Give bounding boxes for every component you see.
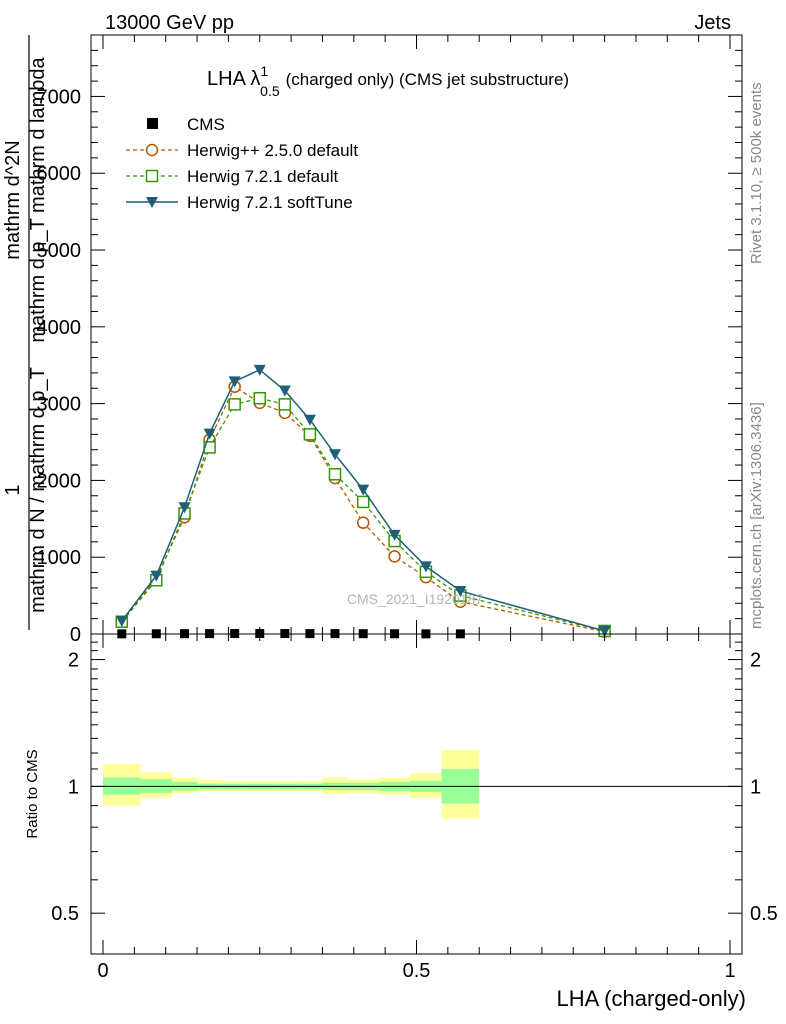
legend-marker-cms [147,118,158,129]
ratio-y-tick-label-right: 1 [750,776,761,798]
main-y-tick-label: 1000 [37,547,82,569]
x-tick-label: 0 [97,960,108,982]
source-info-text: mcplots.cern.ch [arXiv:1306.3436] [748,402,765,629]
main-y-tick-label: 4000 [37,317,82,339]
ratio-y-axis-label: Ratio to CMS [24,749,41,838]
x-tick-label: 0.5 [403,960,431,982]
generator-info-text: Rivet 3.1.10, ≥ 500k events [748,82,765,264]
y-label-line-1: 1 [2,484,24,495]
ratio-y-tick-label-right: 0.5 [750,903,778,925]
data-point-triangle [178,502,191,514]
ratio-y-tick-label: 2 [68,650,79,672]
legend: CMS Herwig++ 2.5.0 default Herwig 7.2.1 … [126,115,358,212]
analysis-watermark: CMS_2021_I1920187 [347,591,483,607]
y-label-line-2: mathrm d N / mathrm d p_T [27,367,49,613]
data-point-triangle [253,364,266,376]
main-axis-ticks: 0 1000 2000 3000 4000 5000 6000 7000 [37,35,742,646]
main-y-tick-label: 3000 [37,394,82,416]
main-y-tick-label: 0 [70,624,81,646]
data-point-triangle [357,484,370,496]
data-point-square [253,391,266,405]
x-tick-label: 1 [724,960,735,982]
legend-marker-herwig7-softtune [146,197,158,208]
data-point-triangle [150,570,163,582]
legend-label-cms: CMS [187,115,225,134]
data-point-triangle [388,529,401,541]
series-3 [115,364,611,637]
legend-label-herwig7-softtune: Herwig 7.2.1 softTune [187,193,353,212]
ratio-y-tick-label-right: 2 [750,650,761,672]
series-line [121,368,605,632]
data-point-triangle [419,561,432,573]
main-y-tick-label: 2000 [37,470,82,492]
legend-marker-herwig7-default [145,169,159,183]
ratio-y-tick-label: 1 [68,776,79,798]
plot-title-main: LHA λ [207,68,260,90]
y-label-line-4: mathrm d p_T mathrm d lambda [27,56,49,342]
data-point-triangle [303,414,316,426]
legend-marker-herwigpp [145,143,159,157]
data-point-circle [356,516,370,529]
plot-title-sup: 1 [260,63,268,79]
data-point-triangle [115,615,128,627]
data-point-triangle [454,585,467,597]
main-y-axis-label: 1 mathrm d N / mathrm d p_T mathrm d^2N … [2,35,49,630]
data-point-square [203,441,216,454]
data-point-triangle [228,376,241,388]
main-series-layer [115,364,611,639]
plot-title-suffix: (charged only) (CMS jet substructure) [286,70,569,89]
series-line [121,397,605,632]
data-point-square [228,398,241,411]
energy-label: 13000 GeV pp [105,12,234,34]
data-point-square [278,398,292,411]
data-point-square [303,428,317,441]
ratio-band-layer [103,749,480,819]
data-point-triangle [203,428,216,440]
data-point-triangle [328,449,341,461]
main-y-tick-label: 5000 [37,240,82,262]
legend-label-herwig7-default: Herwig 7.2.1 default [187,167,338,186]
main-y-tick-label: 7000 [37,86,82,108]
plot-title-sub: 0.5 [260,83,280,99]
data-point-circle [388,550,401,563]
y-label-line-3: mathrm d^2N [2,140,24,259]
plot-title: LHA λ1 0.5 (charged only) (CMS jet substru… [207,63,569,99]
category-label: Jets [694,12,731,34]
data-point-square [356,495,370,509]
ratio-y-tick-label: 0.5 [51,903,79,925]
data-point-triangle [598,625,611,637]
data-point-square [328,468,342,481]
main-y-tick-label: 6000 [37,163,82,185]
ratio-axis-ticks: 0.5 0.5 1 1 2 2 0 0.5 1 [51,634,778,982]
x-axis-label: LHA (charged-only) [556,986,746,1011]
legend-label-herwigpp: Herwig++ 2.5.0 default [187,141,358,160]
data-point-triangle [278,385,291,397]
